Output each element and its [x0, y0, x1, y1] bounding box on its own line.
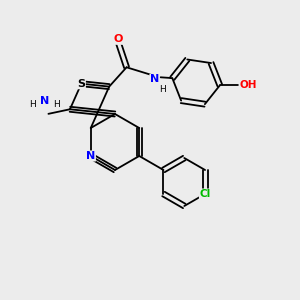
Text: O: O	[114, 34, 123, 44]
Text: H: H	[159, 85, 166, 94]
Text: N: N	[86, 151, 95, 161]
Text: S: S	[77, 79, 85, 89]
Text: N: N	[150, 74, 159, 84]
Text: N: N	[40, 96, 49, 106]
Text: H: H	[29, 100, 36, 109]
Text: Cl: Cl	[200, 189, 211, 199]
Text: OH: OH	[239, 80, 256, 90]
Text: H: H	[53, 100, 60, 109]
